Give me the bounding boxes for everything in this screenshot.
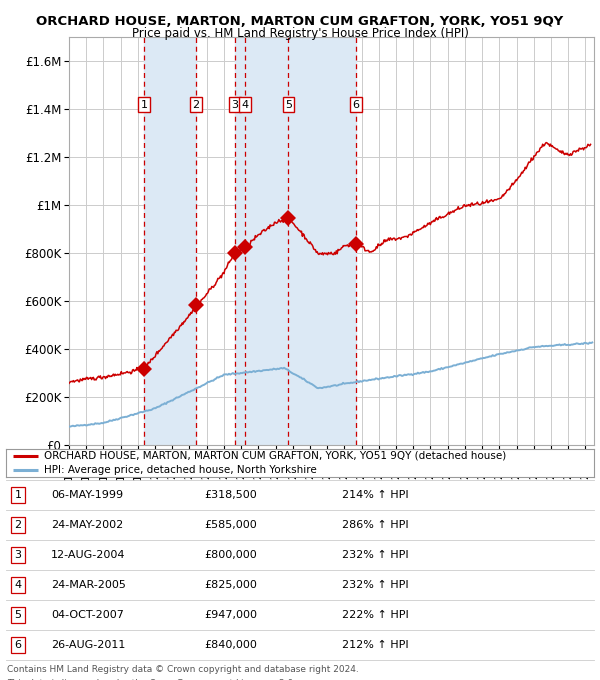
- Text: £585,000: £585,000: [204, 520, 257, 530]
- Bar: [144, 37, 196, 445]
- Text: 3: 3: [231, 99, 238, 109]
- Text: 06-MAY-1999: 06-MAY-1999: [51, 490, 123, 500]
- Text: £825,000: £825,000: [204, 580, 257, 590]
- Text: 1: 1: [140, 99, 148, 109]
- Text: £947,000: £947,000: [204, 610, 257, 619]
- Text: ORCHARD HOUSE, MARTON, MARTON CUM GRAFTON, YORK, YO51 9QY: ORCHARD HOUSE, MARTON, MARTON CUM GRAFTO…: [37, 15, 563, 28]
- Text: 232% ↑ HPI: 232% ↑ HPI: [342, 550, 409, 560]
- Text: 6: 6: [14, 640, 22, 649]
- Bar: [235, 37, 289, 445]
- Text: 1: 1: [14, 490, 22, 500]
- Text: 6: 6: [352, 99, 359, 109]
- Text: 24-MAR-2005: 24-MAR-2005: [51, 580, 126, 590]
- Text: 4: 4: [241, 99, 248, 109]
- Text: 212% ↑ HPI: 212% ↑ HPI: [342, 640, 409, 649]
- Text: This data is licensed under the Open Government Licence v3.0.: This data is licensed under the Open Gov…: [7, 679, 296, 680]
- Bar: [289, 37, 356, 445]
- Text: 2: 2: [14, 520, 22, 530]
- Text: ORCHARD HOUSE, MARTON, MARTON CUM GRAFTON, YORK, YO51 9QY (detached house): ORCHARD HOUSE, MARTON, MARTON CUM GRAFTO…: [44, 451, 506, 461]
- Text: 3: 3: [14, 550, 22, 560]
- Text: 2: 2: [193, 99, 200, 109]
- Text: 24-MAY-2002: 24-MAY-2002: [51, 520, 123, 530]
- Text: £840,000: £840,000: [204, 640, 257, 649]
- Text: £318,500: £318,500: [204, 490, 257, 500]
- Text: 214% ↑ HPI: 214% ↑ HPI: [342, 490, 409, 500]
- Text: HPI: Average price, detached house, North Yorkshire: HPI: Average price, detached house, Nort…: [44, 465, 317, 475]
- Text: 5: 5: [285, 99, 292, 109]
- Text: Contains HM Land Registry data © Crown copyright and database right 2024.: Contains HM Land Registry data © Crown c…: [7, 665, 359, 674]
- Text: 4: 4: [14, 580, 22, 590]
- Text: 222% ↑ HPI: 222% ↑ HPI: [342, 610, 409, 619]
- Text: 286% ↑ HPI: 286% ↑ HPI: [342, 520, 409, 530]
- Text: 04-OCT-2007: 04-OCT-2007: [51, 610, 124, 619]
- Text: 5: 5: [14, 610, 22, 619]
- Text: £800,000: £800,000: [204, 550, 257, 560]
- Text: 26-AUG-2011: 26-AUG-2011: [51, 640, 125, 649]
- Text: Price paid vs. HM Land Registry's House Price Index (HPI): Price paid vs. HM Land Registry's House …: [131, 27, 469, 40]
- Text: 12-AUG-2004: 12-AUG-2004: [51, 550, 125, 560]
- Text: 232% ↑ HPI: 232% ↑ HPI: [342, 580, 409, 590]
